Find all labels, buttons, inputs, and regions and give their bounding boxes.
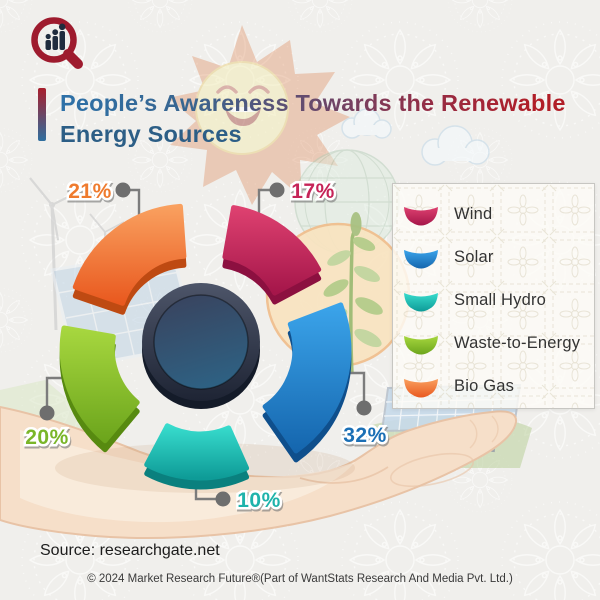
copyright-text: © 2024 Market Research Future®(Part of W…: [87, 573, 513, 585]
page-title-line2: Energy Sources: [60, 121, 242, 147]
source-text: Source: researchgate.net: [40, 542, 220, 559]
percent-label-solar: 32%: [343, 424, 387, 447]
percent-label-wind: 17%: [291, 180, 335, 203]
pie-segment-waste-to-energy: [59, 325, 140, 444]
sun-icon: [168, 25, 350, 205]
legend-item-bio-gas: Bio Gas: [403, 365, 594, 408]
legend-item-waste-to-energy: Waste-to-Energy: [403, 322, 594, 365]
legend-label: Bio Gas: [454, 377, 515, 395]
cloud-icon: [341, 108, 490, 166]
legend-label: Waste-to-Energy: [454, 334, 581, 352]
legend-item-small-hydro: Small Hydro: [403, 279, 594, 322]
market-research-future-logo: [31, 17, 83, 69]
percent-label-bio-gas: 21%: [68, 180, 112, 203]
pie-segment-small-hydro: [144, 423, 250, 481]
page-title-line1: People’s Awareness Towards the Renewable: [60, 88, 566, 119]
pie-segment-wind: [222, 205, 322, 296]
wind-swatch-icon: [404, 207, 438, 226]
small-hydro-swatch-icon: [404, 293, 438, 312]
chart-center-hub: [142, 283, 260, 409]
percent-label-waste: 20%: [25, 426, 69, 449]
solar-swatch-icon: [404, 250, 438, 269]
chart-legend: Wind Solar Small Hydro Waste-to-Energy B…: [392, 183, 595, 409]
pie-segment-bio-gas: [72, 203, 187, 306]
legend-label: Solar: [454, 248, 494, 266]
pie-segment-solar: [262, 302, 352, 454]
connector-waste: [45, 376, 68, 407]
legend-label: Small Hydro: [454, 291, 547, 309]
legend-label: Wind: [454, 205, 493, 223]
waste-to-energy-swatch-icon: [404, 336, 438, 355]
percent-label-small-hydro: 10%: [237, 489, 281, 512]
label-connectors: [39, 182, 372, 507]
title-accent-bar: [38, 88, 46, 141]
legend-item-solar: Solar: [403, 236, 594, 279]
legend-item-wind: Wind: [403, 193, 594, 236]
bio-gas-swatch-icon: [404, 379, 438, 398]
page-title: People’s Awareness Towards the Renewable…: [60, 88, 566, 150]
header: People’s Awareness Towards the Renewable…: [38, 88, 566, 150]
